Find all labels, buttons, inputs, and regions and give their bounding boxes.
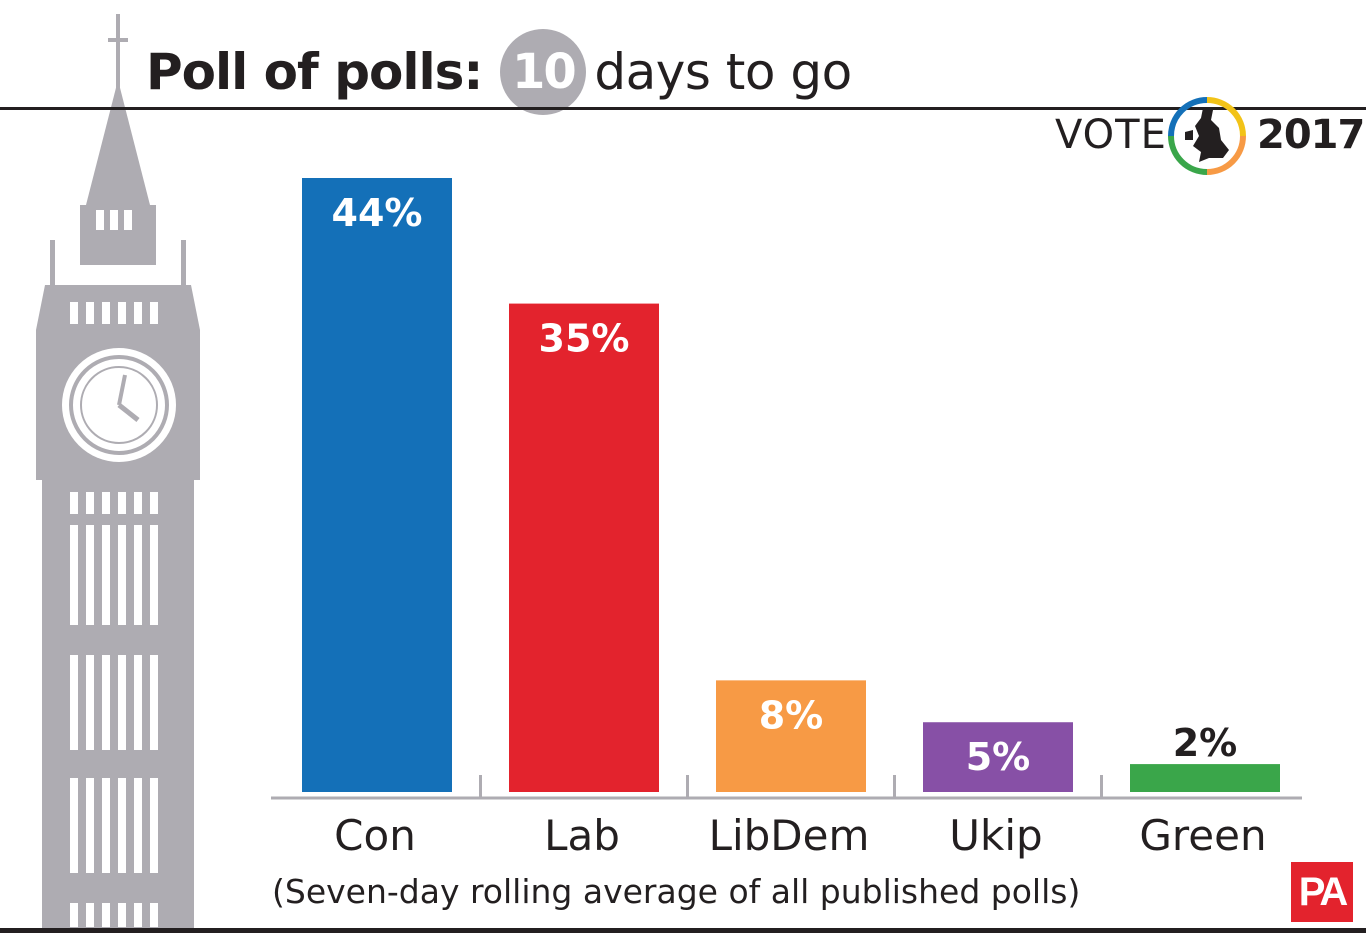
category-label-ukip: Ukip xyxy=(949,811,1042,860)
big-ben-illustration xyxy=(36,14,200,930)
uk-map-ring-logo-icon xyxy=(1168,97,1246,175)
title-rest-text: days to go xyxy=(594,43,852,101)
value-label-lab: 35% xyxy=(539,317,630,361)
bar-libdem xyxy=(716,680,866,792)
header-divider xyxy=(0,107,1366,110)
category-label-green: Green xyxy=(1139,811,1266,860)
bar-ukip xyxy=(923,722,1073,792)
value-label-con: 44% xyxy=(332,191,423,235)
category-labels: Con Lab LibDem Ukip Green xyxy=(334,811,1266,860)
days-count-badge: 10 xyxy=(500,29,587,115)
vote-brand-year: 2017 xyxy=(1257,112,1365,158)
chart-title: Poll of polls: 10 days to go xyxy=(146,22,852,122)
chart-footnote: (Seven-day rolling average of all publis… xyxy=(272,872,1081,911)
x-axis-ticks xyxy=(479,775,1103,798)
category-label-lab: Lab xyxy=(544,811,620,860)
pa-logo: PA xyxy=(1291,862,1353,922)
category-label-con: Con xyxy=(334,811,416,860)
bottom-divider xyxy=(0,928,1366,933)
bars-layer: 44% 35% 8% 5% 2% xyxy=(302,178,1280,792)
value-label-ukip: 5% xyxy=(966,735,1031,779)
vote-brand-word: VOTE xyxy=(1055,112,1167,158)
category-label-libdem: LibDem xyxy=(709,811,870,860)
bar-green xyxy=(1130,764,1280,792)
value-label-libdem: 8% xyxy=(759,693,824,737)
bar-lab xyxy=(509,303,659,792)
value-label-green: 2% xyxy=(1173,721,1238,765)
title-bold-text: Poll of polls: xyxy=(146,43,483,101)
bar-con xyxy=(302,178,452,792)
